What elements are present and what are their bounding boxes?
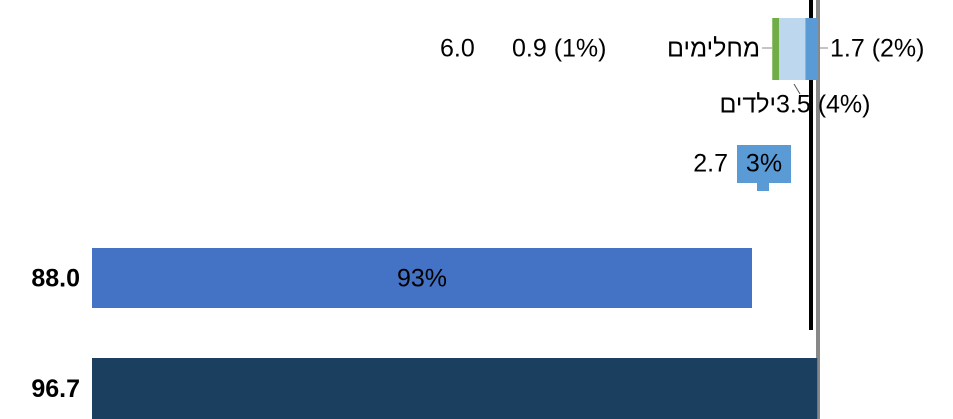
segment-value: 1.7 (2%) (830, 35, 924, 63)
stack-segment (805, 18, 818, 80)
segment-name: ילדים (719, 91, 776, 119)
share-label: 3% (746, 150, 782, 178)
stack-total: 6.0 (440, 35, 475, 63)
bar (92, 248, 752, 308)
value-label: 2.7 (693, 150, 728, 178)
leader (793, 83, 801, 95)
share-label: 93% (397, 265, 447, 293)
stack-segment (779, 18, 806, 80)
segment-value: 0.9 (1%) (512, 35, 606, 63)
label-box-notch (757, 183, 769, 191)
bar (770, 145, 791, 183)
bar (92, 358, 818, 419)
value-label: 88.0 (31, 265, 80, 293)
value-label: 96.7 (31, 375, 80, 403)
segment-value: 3.5 (4%) (776, 91, 870, 119)
stack-segment (772, 18, 779, 80)
segment-name: מחלימים (667, 35, 760, 63)
